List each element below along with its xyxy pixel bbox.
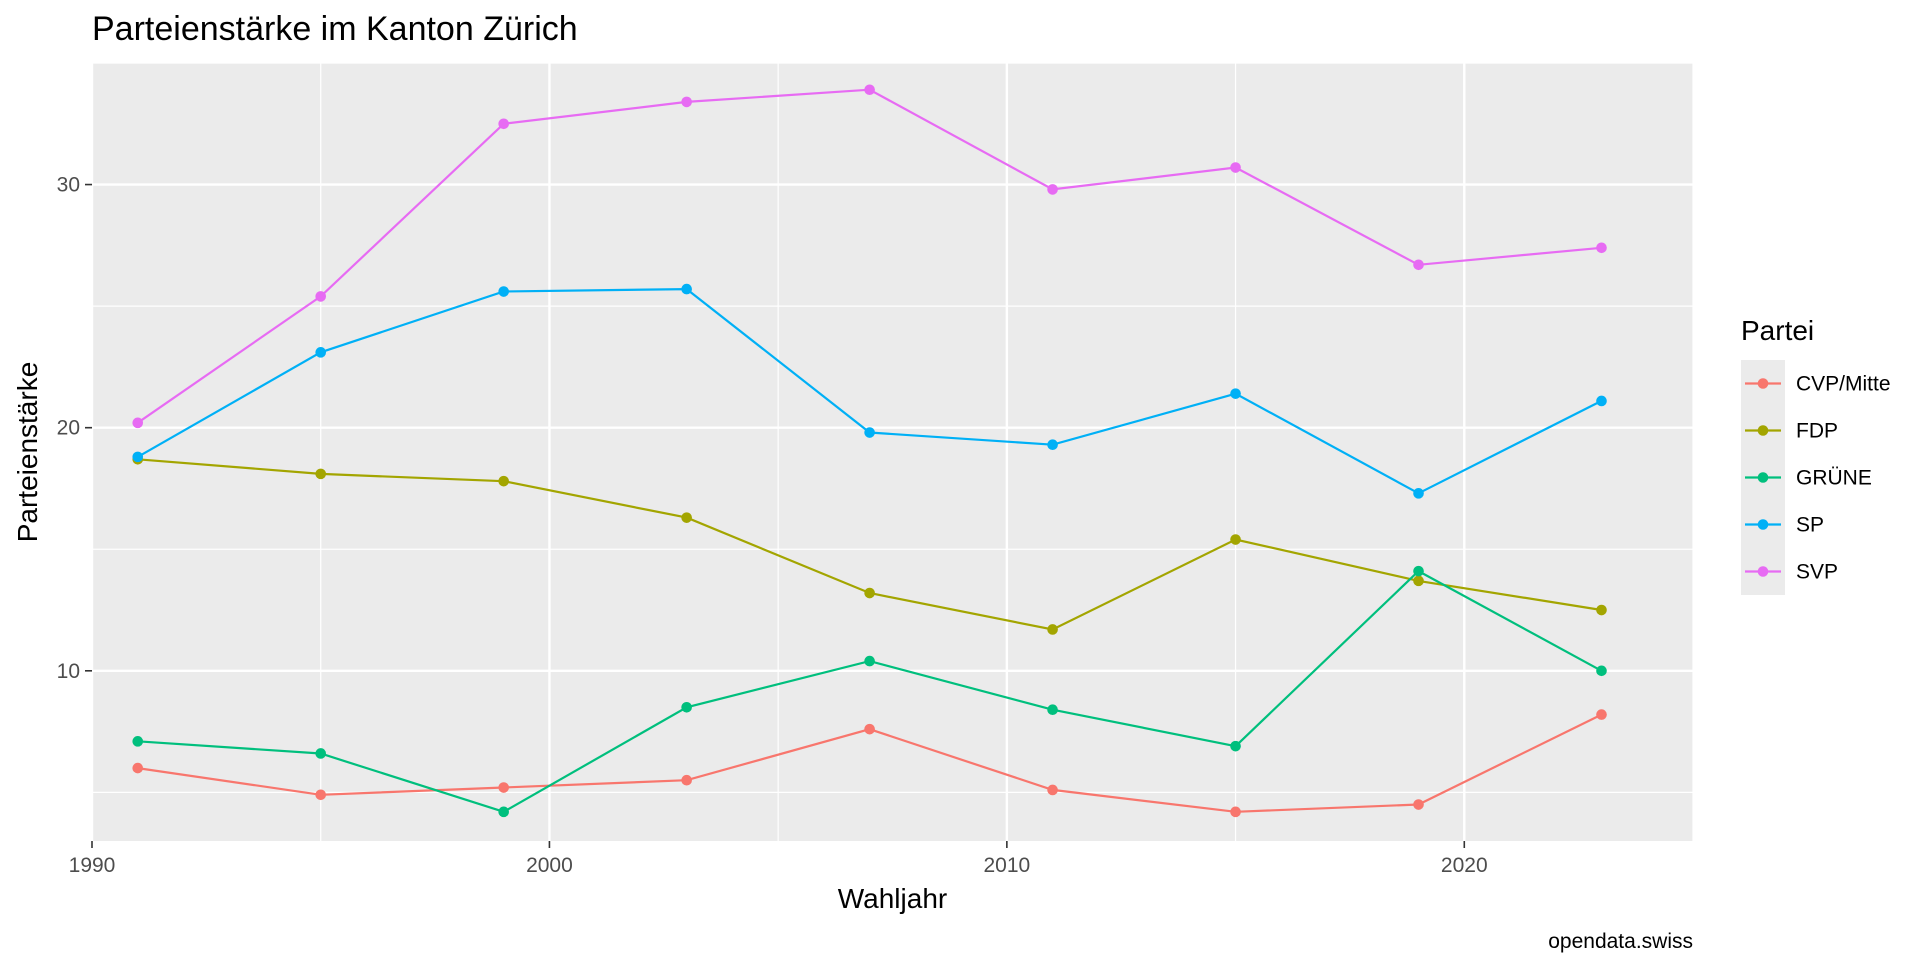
legend-item-gr-ne: GRÜNE (1745, 467, 1872, 490)
series-sp (132, 283, 1607, 499)
data-point-sp (132, 451, 144, 463)
data-point-gr-ne (1596, 665, 1607, 677)
data-point-svp (864, 84, 875, 96)
data-point-svp (315, 291, 327, 302)
chart-title: Parteienstärke im Kanton Zürich (92, 10, 578, 48)
data-point-cvp-mitte (864, 723, 875, 735)
legend-title: Partei (1741, 315, 1814, 346)
series-svp (132, 84, 1607, 429)
data-point-cvp-mitte (132, 762, 144, 774)
legend-item-fdp: FDP (1745, 420, 1838, 443)
data-point-sp (681, 283, 692, 295)
data-point-svp (681, 96, 692, 108)
data-point-fdp (1230, 534, 1241, 545)
data-point-gr-ne (681, 701, 692, 713)
x-axis-title: Wahljahr (838, 883, 947, 914)
chart-caption: opendata.swiss (1548, 930, 1693, 953)
data-point-cvp-mitte (681, 774, 692, 786)
data-point-gr-ne (132, 736, 144, 747)
x-tick-label: 1990 (69, 854, 116, 877)
x-tick-label: 2000 (526, 854, 573, 877)
y-tick-label: 30 (57, 174, 80, 197)
data-point-fdp (1413, 575, 1424, 587)
data-point-svp (1596, 242, 1607, 254)
plot-panel (92, 63, 1693, 841)
legend-label: SVP (1796, 561, 1838, 584)
data-point-sp (1230, 388, 1241, 399)
data-point-gr-ne (1047, 704, 1058, 716)
legend-item-cvp-mitte: CVP/Mitte (1745, 373, 1891, 396)
data-point-fdp (1596, 604, 1607, 616)
legend-item-svp: SVP (1745, 561, 1838, 584)
data-point-cvp-mitte (315, 789, 327, 801)
data-point-sp (315, 347, 327, 358)
data-point-svp (498, 118, 509, 130)
data-point-fdp (681, 512, 692, 523)
data-point-svp (132, 417, 144, 429)
x-tick-label: 2010 (983, 854, 1030, 877)
data-point-svp (1413, 259, 1424, 271)
data-point-sp (1596, 395, 1607, 407)
legend-key-point (1757, 519, 1769, 530)
legend-key-point (1757, 378, 1769, 389)
data-point-sp (1047, 439, 1058, 451)
data-point-gr-ne (498, 806, 509, 818)
legend-label: FDP (1796, 420, 1838, 443)
legend-key-point (1757, 566, 1769, 577)
data-point-fdp (315, 468, 327, 480)
series-fdp (132, 453, 1607, 635)
legend-label: CVP/Mitte (1796, 373, 1891, 396)
legend-label: GRÜNE (1796, 467, 1872, 490)
y-tick-label: 20 (57, 417, 80, 440)
data-point-cvp-mitte (1047, 784, 1058, 796)
series-gr-ne (132, 565, 1607, 818)
x-tick-label: 2020 (1441, 854, 1488, 877)
data-point-gr-ne (1230, 740, 1241, 752)
data-point-svp (1047, 184, 1058, 195)
grid-major (90, 63, 1693, 841)
legend-item-sp: SP (1745, 514, 1824, 537)
legend-key-point (1757, 472, 1769, 483)
y-tick-label: 10 (57, 660, 80, 683)
data-point-sp (864, 427, 875, 438)
data-point-cvp-mitte (1413, 799, 1424, 810)
data-point-fdp (1047, 624, 1058, 635)
legend-items: CVP/Mitte FDP GRÜNE SP SVP (1745, 373, 1891, 584)
series-cvp-mitte (132, 709, 1607, 818)
data-point-cvp-mitte (1230, 806, 1241, 818)
data-point-gr-ne (1413, 565, 1424, 577)
legend-key-point (1757, 425, 1769, 436)
data-point-fdp (498, 475, 509, 487)
data-point-sp (498, 286, 509, 297)
y-axis-title: Parteienstärke (12, 362, 43, 543)
x-axis: 1990 2000 2010 2020 (69, 841, 1488, 877)
data-point-cvp-mitte (498, 782, 509, 793)
data-point-fdp (864, 587, 875, 599)
data-point-gr-ne (864, 655, 875, 667)
series-layer (132, 84, 1607, 818)
legend: Partei CVP/Mitte FDP GRÜNE SP SVP (1741, 315, 1891, 595)
data-point-cvp-mitte (1596, 709, 1607, 720)
legend-label: SP (1796, 514, 1824, 537)
data-point-gr-ne (315, 748, 327, 759)
data-point-svp (1230, 162, 1241, 173)
y-axis: 10 20 30 (57, 174, 92, 683)
data-point-sp (1413, 488, 1424, 499)
